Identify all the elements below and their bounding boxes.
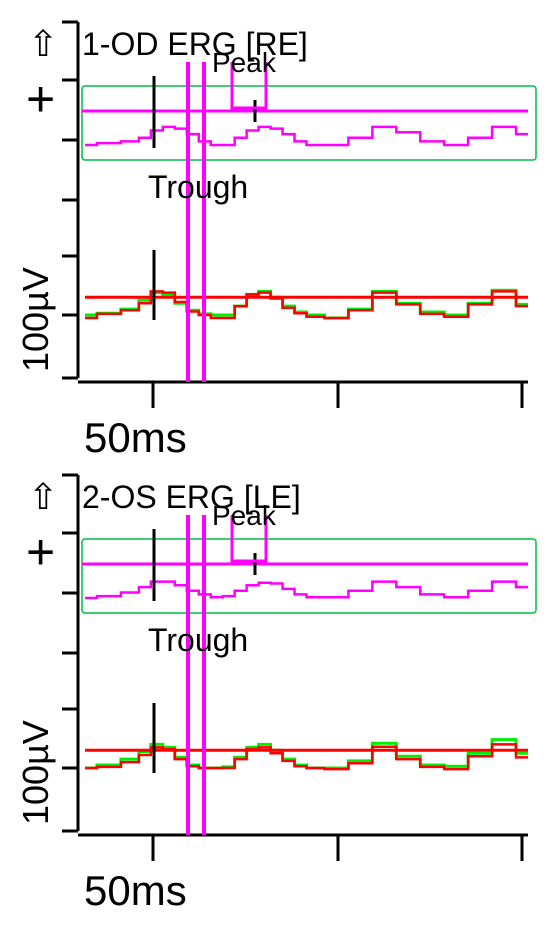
panel-1: 1-OD ERG [RE]Peak Trough ⇧ +100µV 50ms	[15, 20, 537, 461]
panel-2: 2-OS ERG [LE]Peak Trough ⇧ +100µV 50ms	[15, 473, 537, 914]
panel-title: 2-OS ERG [LE]	[82, 479, 301, 515]
zoom-box	[81, 85, 537, 161]
peak-bracket	[230, 515, 268, 563]
peak-bracket	[230, 62, 268, 110]
up-arrow-icon: ⇧	[28, 23, 58, 64]
zoom-trace	[85, 125, 528, 147]
x-scale-label: 50ms	[84, 867, 187, 914]
peak-label: Peak	[212, 500, 277, 531]
zoom-trace	[85, 580, 528, 600]
trace-green	[85, 738, 528, 770]
trace-red	[85, 743, 528, 771]
plus-icon: +	[26, 524, 55, 580]
peak-label: Peak	[212, 47, 277, 78]
plus-icon: +	[26, 71, 55, 127]
x-scale-label: 50ms	[84, 414, 187, 461]
trough-label: Trough	[148, 169, 248, 205]
panel-title: 1-OD ERG [RE]	[82, 26, 308, 62]
up-arrow-icon: ⇧	[28, 476, 58, 517]
y-scale-label: 100µV	[15, 720, 56, 825]
trough-label: Trough	[148, 622, 248, 658]
trace-red	[85, 290, 528, 320]
zoom-box	[81, 538, 537, 614]
y-scale-label: 100µV	[15, 267, 56, 372]
